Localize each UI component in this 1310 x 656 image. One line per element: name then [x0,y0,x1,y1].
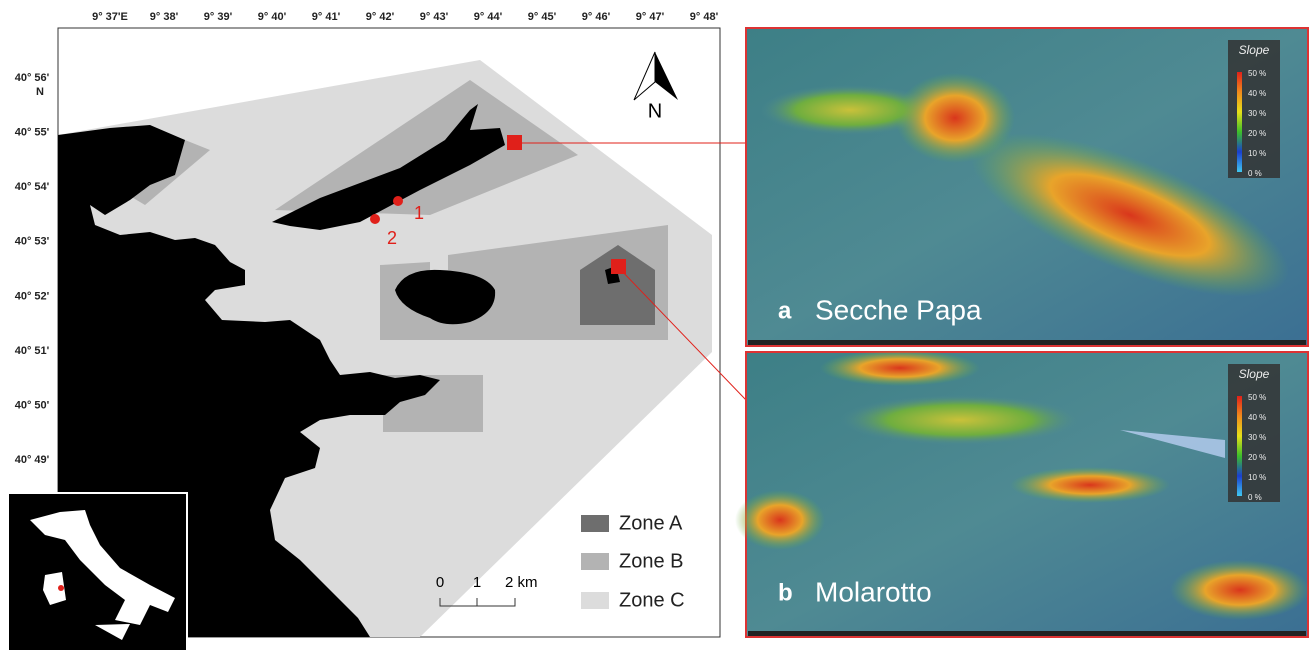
site-label: 2 [387,228,397,248]
scale-label: 2 km [505,574,538,591]
site-marker [370,214,380,224]
latitude-label: 40° 54' [15,181,50,193]
legend-label: 30 % [1248,109,1266,118]
latitude-label: 40° 55' [15,127,50,139]
latitude-label: 40° 56' [15,72,50,84]
legend-swatch [581,515,609,532]
longitude-label: 9° 40' [258,11,287,23]
map: 1 2 N 0 1 2 km Zone A Zone B Zone C [8,28,746,651]
legend-label: 10 % [1248,473,1266,482]
legend-label: 30 % [1248,433,1266,442]
lat-hemisphere: N [36,86,44,98]
longitude-label: 9° 47' [636,11,665,23]
legend-label: 50 % [1248,393,1266,402]
north-label: N [648,100,662,122]
longitude-label: 9° 38' [150,11,179,23]
latitude-label: 40° 49' [15,454,50,466]
scale-label: 1 [473,574,481,591]
legend-label: 40 % [1248,413,1266,422]
legend-swatch [581,553,609,570]
figure: 1 2 N 0 1 2 km Zone A Zone B Zone C N 9°… [0,0,1310,651]
site-label: 1 [414,203,424,223]
legend-label: 0 % [1248,493,1262,502]
longitude-label: 9° 46' [582,11,611,23]
longitude-label: 9° 41' [312,11,341,23]
scale-label: 0 [436,574,444,591]
longitude-label: 9° 37'E [92,11,128,23]
slope-scale [1237,72,1242,172]
panel-letter: b [778,579,793,606]
legend-title: Slope [1239,43,1270,57]
latitude-label: 40° 51' [15,345,50,357]
legend-label: 50 % [1248,69,1266,78]
legend-title: Slope [1239,367,1270,381]
longitude-label: 9° 43' [420,11,449,23]
legend-label: 10 % [1248,149,1266,158]
relief [1010,467,1170,503]
longitude-label: 9° 45' [528,11,557,23]
legend-swatch [581,592,609,609]
relief [735,490,825,550]
inset-marker [58,585,64,591]
longitude-label: 9° 48' [690,11,719,23]
panel-title: Secche Papa [815,294,982,325]
status-bar [748,631,1306,636]
legend-label: Zone C [619,589,685,611]
legend-label: 20 % [1248,453,1266,462]
latitude-label: 40° 52' [15,290,50,302]
focus-square [611,259,626,274]
site-marker [393,196,403,206]
relief [840,395,1080,445]
legend-label: Zone B [619,550,683,572]
longitude-label: 9° 44' [474,11,503,23]
legend-label: 40 % [1248,89,1266,98]
legend-label: 0 % [1248,169,1262,178]
legend-label: 20 % [1248,129,1266,138]
legend-label: Zone A [619,512,683,534]
relief [1170,560,1310,620]
latitude-label: 40° 53' [15,236,50,248]
status-bar [748,340,1306,345]
longitude-label: 9° 39' [204,11,233,23]
focus-square [507,135,522,150]
latitude-label: 40° 50' [15,400,50,412]
relief [820,350,980,386]
panel-letter: a [778,297,792,324]
panel-title: Molarotto [815,576,932,607]
slope-scale [1237,396,1242,496]
longitude-label: 9° 42' [366,11,395,23]
